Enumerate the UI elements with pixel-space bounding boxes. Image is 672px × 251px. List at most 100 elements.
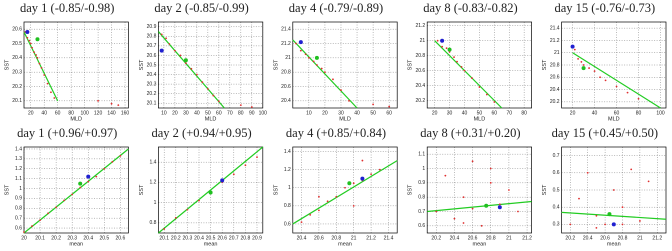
data-point (63, 199, 66, 202)
y-axis-label: SST (139, 59, 145, 70)
x-tick-label: 60 (492, 110, 498, 116)
data-point (163, 228, 166, 230)
x-tick-label: 50 (370, 110, 376, 116)
y-tick-label: 20.8 (281, 69, 291, 75)
data-point (244, 164, 247, 167)
data-point (28, 39, 31, 42)
data-point (372, 103, 375, 106)
data-point (318, 195, 320, 198)
x-tick-label: 100 (656, 110, 665, 116)
data-point (184, 62, 187, 64)
x-tick-label: 21 (637, 235, 643, 241)
marker-point (447, 47, 452, 52)
data-point (250, 106, 253, 108)
x-tick-label: 100 (80, 110, 89, 116)
marker-point (497, 205, 502, 210)
x-tick-label: 20.4 (450, 235, 460, 241)
data-point (463, 69, 466, 72)
data-point (179, 54, 182, 57)
y-tick-label: 20.8 (147, 34, 157, 40)
x-axis-label: MLD (339, 116, 351, 122)
y-tick-label: 20.2 (415, 98, 425, 104)
data-point (462, 196, 465, 199)
data-point (370, 173, 372, 176)
x-tick-label: 80 (636, 110, 642, 116)
data-point (295, 42, 297, 45)
x-axis-label: MLD (205, 116, 217, 122)
y-tick-label: 0.6 (284, 221, 291, 227)
x-tick-label: 40 (592, 110, 598, 116)
y-tick-label: 20.2 (12, 84, 22, 90)
x-tick-label: 21.2 (522, 235, 532, 241)
data-point (485, 93, 488, 96)
y-tick-label: 1.4 (15, 146, 22, 152)
data-point (352, 182, 355, 185)
fit-line (434, 40, 503, 109)
x-tick-label: 60 (55, 110, 61, 116)
data-point (318, 209, 320, 212)
x-tick-label: 20.9 (252, 235, 262, 241)
y-axis-label: SST (542, 184, 548, 195)
data-point (453, 56, 455, 59)
data-point (456, 60, 458, 63)
data-point (388, 105, 391, 108)
data-point (299, 49, 302, 52)
data-point (588, 67, 590, 69)
data-point (453, 217, 456, 220)
data-point (300, 221, 303, 224)
data-point (647, 180, 650, 183)
x-tick-label: 70 (506, 110, 512, 116)
data-point (160, 33, 163, 36)
data-point (31, 46, 33, 49)
data-point (43, 74, 46, 76)
data-point (489, 167, 492, 170)
x-axis-label: mean (338, 241, 352, 247)
x-tick-label: 10 (161, 110, 167, 116)
x-tick-label: 20.3 (67, 235, 77, 241)
x-tick-label: 20.6 (217, 235, 227, 241)
y-tick-label: 0.8 (15, 206, 22, 212)
y-tick-label: 1.2 (284, 167, 291, 173)
y-tick-label: 1 (288, 185, 291, 191)
plot-frame (426, 146, 532, 234)
data-point (480, 224, 483, 227)
fit-line (292, 160, 398, 225)
data-point (586, 171, 589, 174)
x-tick-label: 100 (259, 110, 268, 116)
y-tick-label: 20.5 (147, 62, 157, 68)
y-tick-label: 0.6 (553, 170, 560, 176)
data-point (332, 78, 334, 81)
x-tick-label: 21 (506, 235, 512, 241)
y-tick-label: 20.4 (12, 55, 22, 61)
data-point (361, 159, 364, 162)
y-axis-label: SST (4, 59, 10, 70)
y-tick-label: 0.8 (418, 194, 425, 200)
data-point (198, 199, 200, 202)
data-point (493, 101, 496, 103)
data-point (47, 212, 49, 215)
panel-title: day 8 (+0.31/+0.20) (420, 126, 520, 140)
data-point (33, 51, 36, 53)
data-point (621, 206, 624, 209)
x-tick-label: 20.4 (297, 235, 307, 241)
data-point (348, 99, 350, 102)
y-tick-label: 21 (285, 55, 291, 61)
panel-title: day 15 (-0.76/-0.73) (554, 1, 655, 15)
data-point (31, 225, 33, 227)
x-tick-label: 20 (570, 110, 576, 116)
fit-line (23, 31, 59, 102)
y-tick-label: 21 (420, 38, 426, 44)
y-tick-label: 20.3 (12, 69, 22, 75)
panel-title: day 1 (+0.96/+0.97) (17, 126, 117, 140)
data-point (103, 167, 106, 170)
data-point (309, 213, 312, 216)
x-axis-label: mean (204, 241, 218, 247)
x-tick-label: 60 (614, 110, 620, 116)
y-tick-label: 21.4 (550, 25, 560, 31)
marker-point (440, 38, 445, 43)
x-tick-label: 40 (354, 110, 360, 116)
y-tick-label: 0.8 (284, 203, 291, 209)
x-tick-label: 40 (194, 110, 200, 116)
data-point (435, 210, 438, 213)
data-point (217, 100, 220, 103)
